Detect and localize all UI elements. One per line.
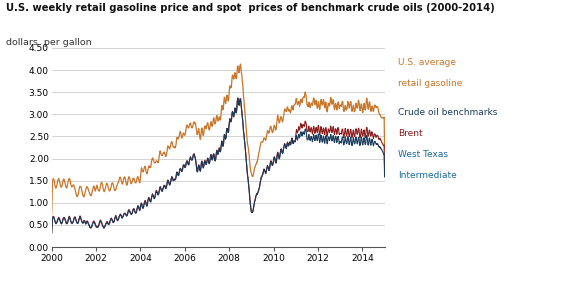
Text: dollars  per gallon: dollars per gallon bbox=[6, 38, 91, 47]
Text: Crude oil benchmarks: Crude oil benchmarks bbox=[398, 108, 497, 117]
Text: West Texas: West Texas bbox=[398, 151, 448, 159]
Text: U.S. average: U.S. average bbox=[398, 58, 456, 67]
Text: Brent: Brent bbox=[398, 130, 422, 138]
Text: retail gasoline: retail gasoline bbox=[398, 79, 462, 88]
Text: U.S. weekly retail gasoline price and spot  prices of benchmark crude oils (2000: U.S. weekly retail gasoline price and sp… bbox=[6, 3, 494, 13]
Text: Intermediate: Intermediate bbox=[398, 172, 457, 180]
